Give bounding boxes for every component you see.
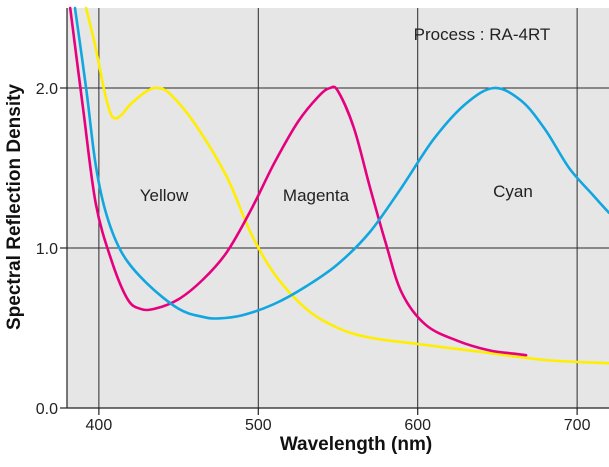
magenta-curve (68, 6, 528, 357)
x-tick-label: 500 (245, 417, 272, 434)
y-tick-label: 2.0 (36, 81, 58, 98)
yellow-curve (84, 6, 609, 365)
x-axis-title: Wavelength (nm) (280, 434, 432, 455)
axes: 400 500 600 700 0.0 1.0 2.0 (36, 8, 609, 434)
process-label: Process : RA-4RT (414, 25, 551, 44)
plot-background (67, 8, 609, 408)
yellow-label: Yellow (140, 186, 189, 205)
x-tick-label: 700 (564, 417, 591, 434)
cyan-label: Cyan (493, 182, 533, 201)
cyan-curve (73, 6, 609, 320)
y-axis-title: Spectral Reflection Density (4, 84, 25, 330)
y-tick-label: 0.0 (36, 401, 58, 418)
x-tick-label: 400 (86, 417, 113, 434)
x-tick-label: 600 (404, 417, 431, 434)
series-lines (68, 6, 609, 365)
magenta-label: Magenta (283, 186, 350, 205)
y-tick-label: 1.0 (36, 241, 58, 258)
